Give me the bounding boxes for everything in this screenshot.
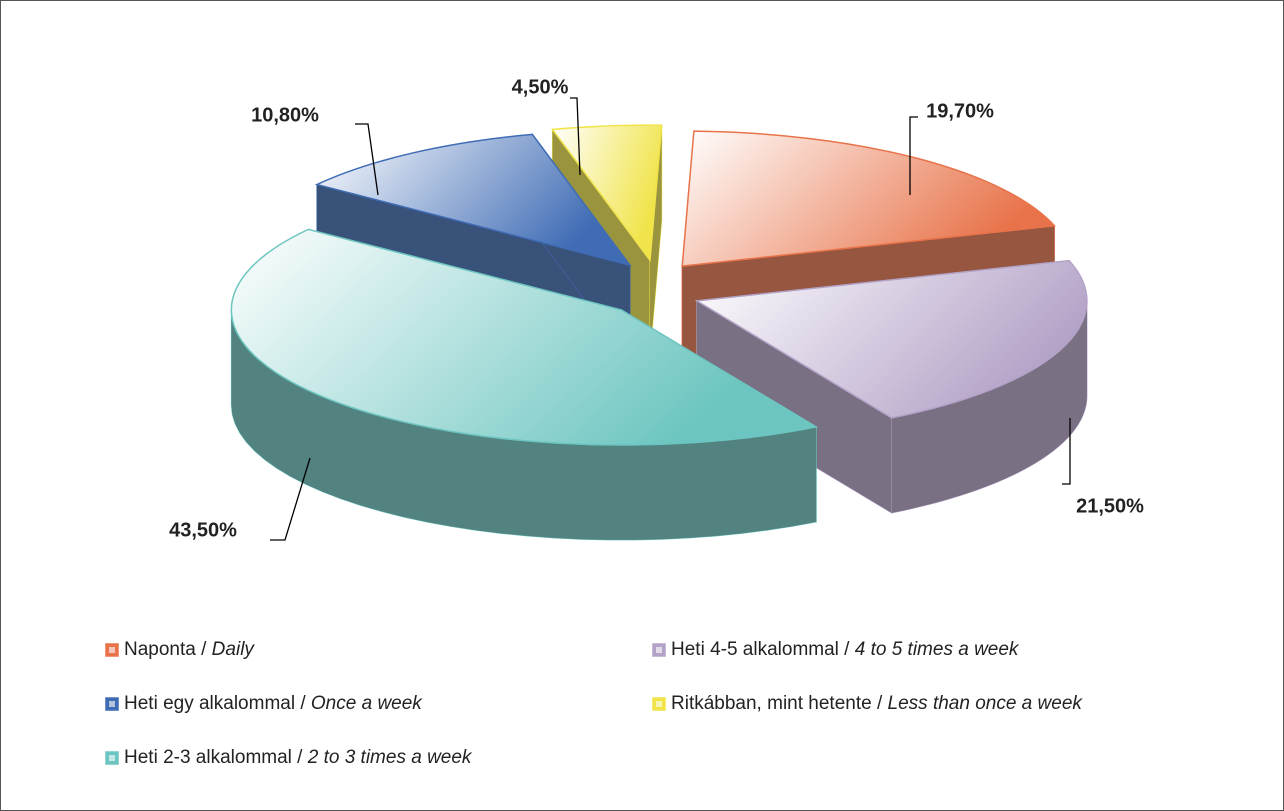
- slice-top: [694, 259, 1088, 419]
- legend-marker-shine: [109, 647, 115, 653]
- leader-line: [270, 457, 311, 541]
- legend-label: Ritkábban, mint hetente / Less than once…: [671, 693, 1083, 714]
- leader-line: [909, 116, 918, 195]
- slice-top: [314, 133, 632, 267]
- leader-line: [355, 123, 379, 196]
- slice-top: [230, 228, 819, 446]
- slice-side-shade: [696, 300, 892, 513]
- legend-marker-shine: [656, 647, 662, 653]
- data-label: 19,70%: [926, 100, 994, 122]
- legend-label: Heti 2-3 alkalommal / 2 to 3 times a wee…: [124, 747, 473, 768]
- slice-top: [681, 130, 1056, 267]
- data-label: 4,50%: [512, 76, 569, 98]
- legend-label: Heti egy alkalommal / Once a week: [124, 693, 423, 714]
- legend-marker-shine: [109, 755, 115, 761]
- slice: [230, 228, 819, 541]
- slice-side-shade: [649, 125, 662, 356]
- legend-label: Heti 4-5 alkalommal / 4 to 5 times a wee…: [671, 639, 1020, 660]
- data-label: 21,50%: [1076, 495, 1144, 517]
- leader-line: [1062, 418, 1071, 485]
- slice: [694, 259, 1088, 514]
- leader-line: [570, 97, 581, 176]
- legend-marker-shine: [109, 701, 115, 707]
- data-label: 10,80%: [251, 104, 319, 126]
- legend-label: Naponta / Daily: [124, 639, 255, 660]
- slice-side-shade: [231, 309, 817, 540]
- legend-marker-shine: [656, 701, 662, 707]
- data-label: 43,50%: [169, 519, 237, 541]
- slice-side-shade: [891, 300, 1087, 513]
